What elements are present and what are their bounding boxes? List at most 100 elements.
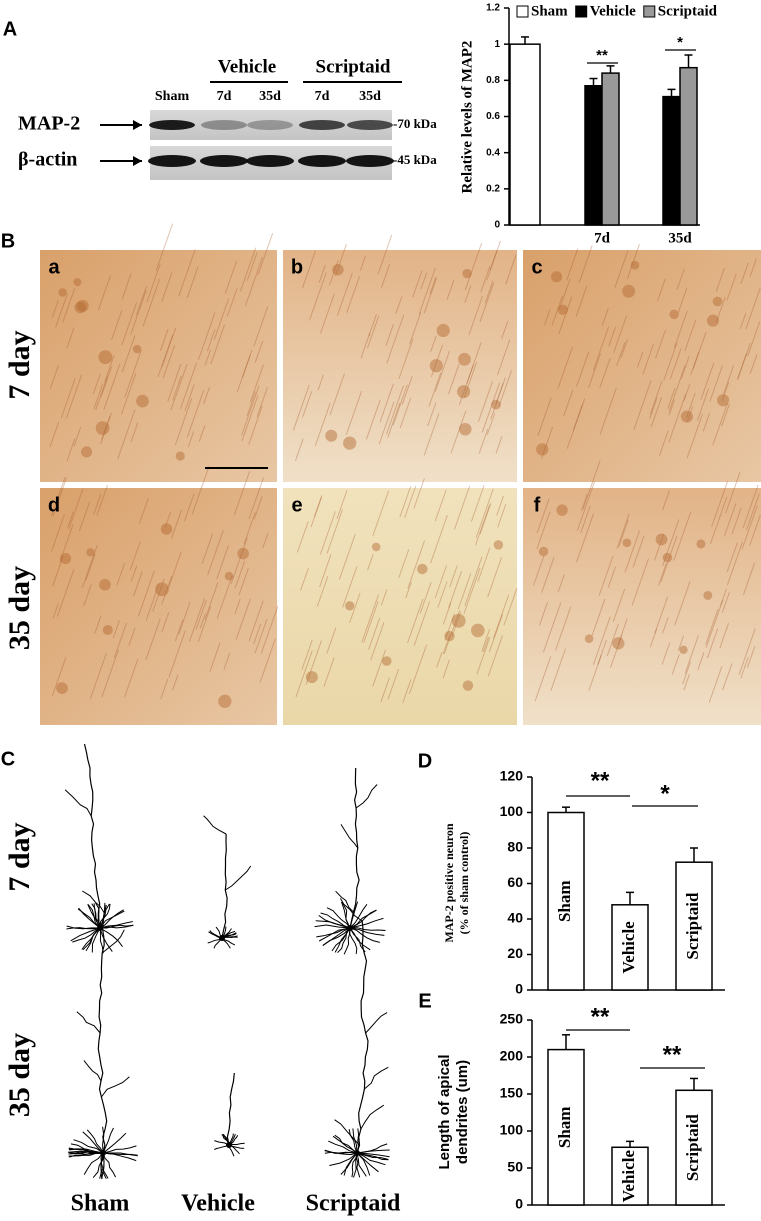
basal-dendrite (77, 908, 101, 929)
micrograph-texture (405, 581, 412, 599)
micrograph-texture (112, 620, 120, 639)
micrograph-texture (68, 488, 84, 530)
y-axis-label: MAP-2 positive neuron (442, 823, 456, 942)
micrograph-texture (197, 606, 212, 643)
bar (547, 1048, 585, 1206)
micrograph-cell (669, 309, 679, 320)
micrograph-texture (550, 648, 567, 691)
micrograph-texture (742, 484, 759, 528)
micrograph-texture (606, 623, 619, 657)
blot-band (298, 155, 346, 167)
micrograph-texture (59, 524, 74, 563)
micrograph-texture (113, 622, 127, 658)
basal-dendrite (100, 924, 134, 929)
micrograph-texture (613, 315, 628, 354)
bar (601, 72, 620, 226)
micrograph-cell (556, 504, 568, 516)
micrograph-texture (737, 352, 748, 380)
micrograph-texture (145, 618, 161, 660)
micrograph-texture (168, 630, 186, 678)
micrograph-texture (407, 540, 426, 589)
micrograph-texture (532, 555, 545, 586)
micrograph-texture (262, 532, 269, 549)
micrograph-texture (81, 544, 98, 589)
micrograph-texture (380, 589, 388, 606)
basal-dendrite (99, 924, 134, 929)
micrograph-texture (690, 351, 700, 376)
micrograph-texture (95, 376, 108, 411)
row-label: 35 day (3, 1033, 36, 1117)
micrograph-texture (601, 307, 609, 326)
lane-label: 35d (359, 89, 381, 104)
micrograph-cell (160, 523, 173, 535)
micrograph-cell (706, 314, 719, 327)
micrograph-label: c (531, 256, 542, 278)
micrograph-cell (76, 299, 89, 312)
y-axis-label: (% of sham control) (457, 832, 471, 935)
error-bar (521, 36, 529, 45)
basal-dendrite (326, 907, 351, 929)
micrograph-texture (660, 535, 678, 583)
micrograph-texture (478, 428, 489, 454)
micrograph-texture (692, 332, 707, 369)
basal-dendrite (86, 1129, 104, 1154)
micrograph-texture (503, 588, 518, 626)
apical-dendrite (83, 743, 101, 929)
error-bar (606, 65, 615, 74)
dendrite (64, 789, 92, 817)
micrograph-texture (616, 513, 630, 549)
micrograph-texture (578, 245, 593, 284)
micrograph-texture (697, 652, 705, 670)
category-label: Vehicle (619, 921, 638, 974)
micrograph-label: b (291, 256, 303, 278)
micrograph-texture (540, 426, 554, 459)
micrograph-texture (243, 511, 256, 545)
panel-label: D (418, 750, 432, 772)
micrograph-cell (622, 538, 632, 548)
micrograph-texture (230, 537, 248, 585)
apical-dendrite (221, 833, 228, 939)
apical-dendrite (356, 920, 369, 1154)
micrograph-texture (669, 348, 682, 380)
significance-mark: ** (596, 47, 608, 64)
micrograph-texture (649, 380, 663, 415)
error-bar (626, 891, 634, 905)
basal-dendrite (102, 1126, 105, 1154)
basal-dendrite (100, 1152, 104, 1180)
micrograph-texture (60, 378, 76, 418)
micrograph-texture (448, 570, 463, 609)
basal-dendrite (99, 921, 133, 929)
significance-mark: ** (663, 1041, 682, 1068)
micrograph-texture (301, 639, 313, 670)
basal-dendrite (99, 903, 110, 929)
basal-dendrite (343, 927, 351, 955)
blot-band (201, 120, 247, 130)
micrograph-texture (476, 637, 491, 675)
micrograph-texture (130, 565, 138, 582)
legend-label: Vehicle (590, 3, 636, 19)
micrograph-texture (721, 591, 730, 613)
basal-dendrite (82, 1131, 104, 1154)
micrograph-cell (99, 578, 111, 591)
basal-dendrite (66, 927, 101, 930)
bar (675, 861, 713, 991)
micrograph-texture (705, 600, 724, 648)
micrograph-texture (434, 489, 447, 522)
micrograph-cell (679, 645, 688, 654)
micrograph-texture (685, 392, 696, 419)
micrograph-texture (319, 554, 332, 588)
basal-dendrite (324, 1151, 358, 1156)
micrograph-texture (378, 401, 395, 445)
micrograph-texture (563, 390, 574, 417)
micrograph-texture (620, 339, 628, 359)
micrograph-texture (464, 242, 483, 291)
micrograph-texture (164, 511, 171, 529)
error-bar (684, 54, 693, 68)
micrograph-texture (302, 250, 316, 289)
micrograph-cell (462, 680, 474, 691)
micrograph-texture (62, 287, 76, 323)
category-label: Scriptaid (683, 1114, 702, 1182)
micrograph-texture (161, 327, 177, 368)
micrograph-texture (662, 617, 669, 634)
